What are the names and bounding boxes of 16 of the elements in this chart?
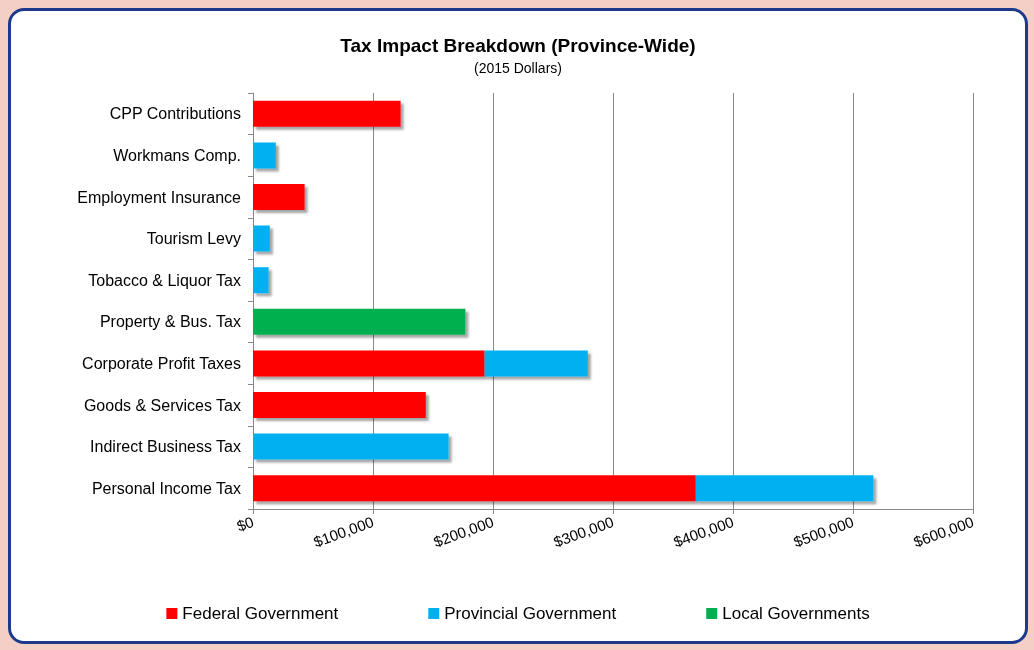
y-tick-label: Tourism Levy (146, 230, 241, 248)
y-tick-label: Tobacco & Liquor Tax (88, 271, 241, 289)
x-tick-label: $0 (234, 513, 256, 535)
y-tick-label: Workmans Comp. (113, 146, 241, 164)
legend-label: Provincial Government (444, 604, 617, 623)
y-tick-label: Indirect Business Tax (90, 438, 241, 456)
legend-label: Local Governments (722, 604, 870, 623)
chart-subtitle: (2015 Dollars) (474, 60, 562, 76)
chart-title: Tax Impact Breakdown (Province-Wide) (340, 35, 696, 56)
y-tick-label: Employment Insurance (77, 188, 242, 206)
legend-label: Federal Government (182, 604, 339, 623)
y-tick-label: Goods & Services Tax (83, 396, 241, 414)
y-tick-label: Corporate Profit Taxes (82, 354, 241, 372)
y-tick-label: CPP Contributions (109, 105, 241, 123)
y-tick-label: Property & Bus. Tax (99, 313, 241, 331)
y-tick-label: Personal Income Tax (91, 479, 241, 497)
